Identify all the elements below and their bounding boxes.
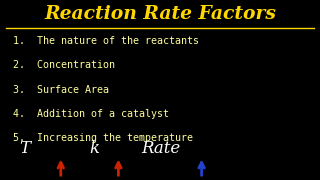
- Text: 3.  Surface Area: 3. Surface Area: [13, 85, 109, 95]
- Text: 5.  Increasing the temperature: 5. Increasing the temperature: [13, 133, 193, 143]
- Text: 2.  Concentration: 2. Concentration: [13, 60, 115, 70]
- Text: Reaction Rate Factors: Reaction Rate Factors: [44, 5, 276, 23]
- Text: T: T: [19, 140, 30, 157]
- Text: k: k: [90, 140, 100, 157]
- Text: Rate: Rate: [141, 140, 180, 157]
- Text: 4.  Addition of a catalyst: 4. Addition of a catalyst: [13, 109, 169, 119]
- Text: 1.  The nature of the reactants: 1. The nature of the reactants: [13, 36, 199, 46]
